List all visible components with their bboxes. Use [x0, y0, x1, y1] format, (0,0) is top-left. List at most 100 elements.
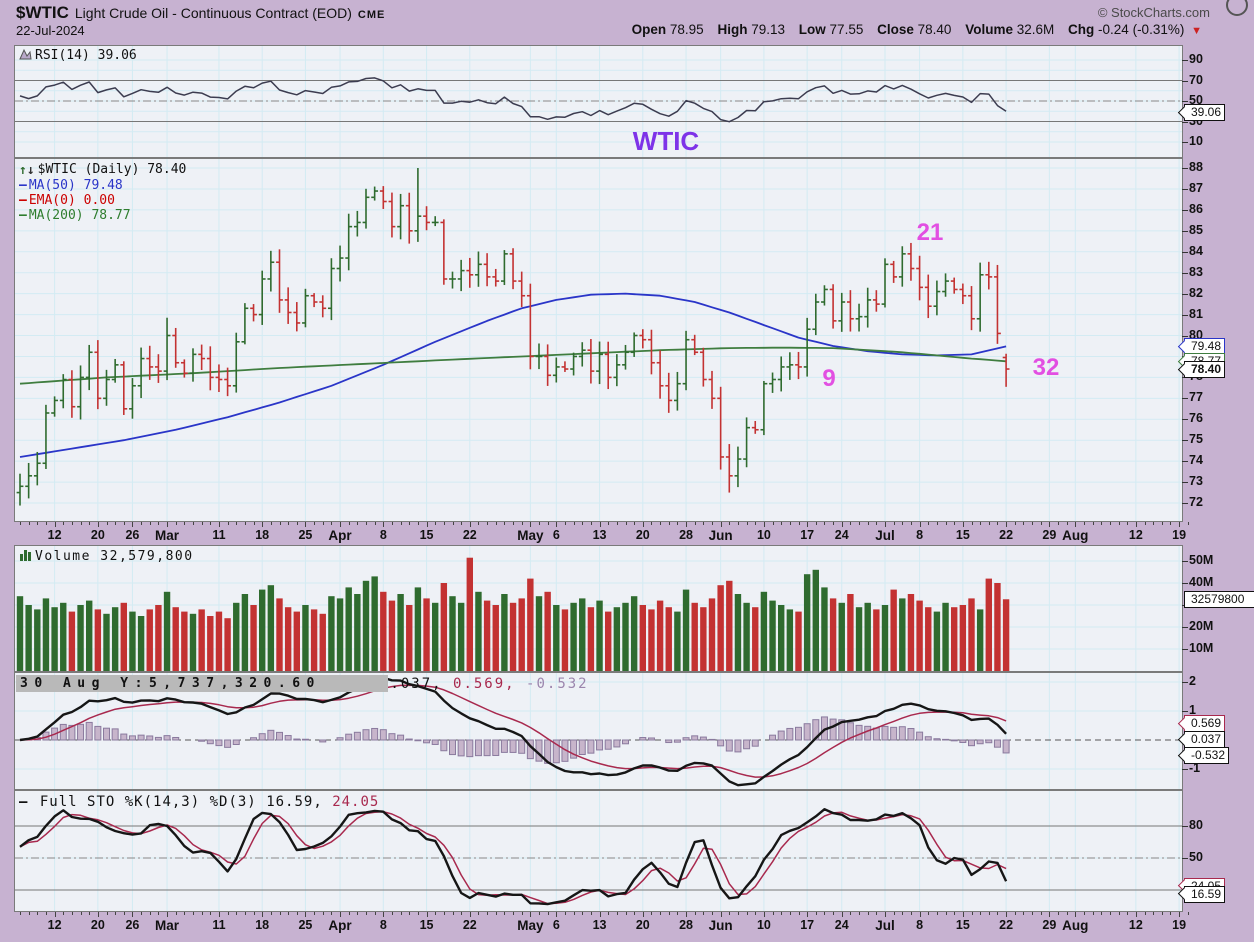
minor-date-tick	[954, 522, 956, 525]
minor-date-tick	[876, 522, 878, 525]
week-date-tick	[720, 522, 722, 527]
ma50-swatch: —	[19, 178, 27, 193]
minor-date-tick	[971, 522, 973, 525]
minor-date-tick	[391, 522, 393, 525]
minor-date-tick	[141, 522, 143, 525]
minor-date-tick	[504, 522, 506, 525]
macd-signal-value: 0.569,	[453, 676, 516, 692]
x-axis-label: 17	[800, 528, 815, 542]
volume-legend-text: Volume 32,579,800	[35, 549, 194, 564]
minor-date-tick	[123, 522, 125, 525]
x-axis-label: 6	[552, 528, 560, 542]
minor-date-tick	[175, 522, 177, 525]
minor-date-tick	[452, 912, 454, 915]
minor-date-tick	[1118, 522, 1120, 525]
exchange-label: CME	[357, 9, 386, 21]
minor-date-tick	[616, 912, 618, 915]
week-date-tick	[962, 522, 964, 527]
minor-date-tick	[28, 912, 30, 915]
minor-date-tick	[910, 912, 912, 915]
x-axis-label: Aug	[1062, 918, 1089, 933]
minor-date-tick	[89, 522, 91, 525]
minor-date-tick	[945, 912, 947, 915]
minor-date-tick	[417, 522, 419, 525]
week-date-tick	[1006, 522, 1008, 527]
x-axis-label: 22	[999, 528, 1014, 542]
minor-date-tick	[331, 912, 333, 915]
week-date-tick	[340, 912, 342, 917]
minor-date-tick	[737, 912, 739, 915]
x-axis-label: 13	[592, 528, 607, 542]
minor-date-tick	[253, 522, 255, 525]
week-date-tick	[262, 522, 264, 527]
y-axis-label: 87	[1182, 180, 1203, 195]
volume-bars-icon	[19, 549, 32, 565]
minor-date-tick	[936, 912, 938, 915]
ma200-legend-text: MA(200) 78.77	[28, 208, 131, 223]
x-axis-label: 6	[552, 918, 560, 932]
minor-date-tick	[443, 522, 445, 525]
minor-date-tick	[1153, 912, 1155, 915]
week-date-tick	[599, 522, 601, 527]
week-date-tick	[885, 522, 886, 527]
axis-callout: 78.40	[1184, 361, 1226, 379]
minor-date-tick	[37, 912, 39, 915]
minor-date-tick	[322, 522, 324, 525]
week-date-tick	[720, 912, 722, 917]
minor-date-tick	[1014, 522, 1016, 525]
open-label: Open	[631, 22, 667, 37]
minor-date-tick	[746, 912, 748, 915]
minor-date-tick	[1101, 912, 1103, 915]
minor-date-tick	[1101, 522, 1103, 525]
week-date-tick	[807, 912, 809, 917]
minor-date-tick	[20, 522, 21, 525]
minor-date-tick	[539, 912, 540, 915]
week-date-tick	[919, 912, 921, 917]
minor-date-tick	[1040, 522, 1042, 525]
minor-date-tick	[1118, 912, 1120, 915]
y-axis-label: 84	[1182, 243, 1203, 258]
x-axis-label: Apr	[328, 528, 352, 543]
week-date-tick	[1075, 522, 1077, 527]
y-axis-label: 10	[1182, 134, 1203, 148]
minor-date-tick	[63, 912, 65, 915]
minor-date-tick	[824, 522, 826, 525]
week-date-tick	[132, 912, 134, 917]
rsi-indicator-icon	[19, 48, 32, 64]
minor-date-tick	[1023, 522, 1025, 525]
minor-date-tick	[660, 522, 662, 525]
x-axis-label: 17	[800, 918, 815, 932]
minor-date-tick	[573, 912, 575, 915]
quote-bar: Open 78.95 High 79.13 Low 77.55 Close 78…	[622, 22, 1202, 37]
minor-date-tick	[746, 522, 748, 525]
minor-date-tick	[1161, 522, 1163, 525]
x-axis-label: May	[517, 528, 544, 543]
minor-date-tick	[1109, 522, 1111, 525]
minor-date-tick	[495, 912, 497, 915]
y-axis-label: 10M	[1181, 641, 1214, 655]
week-date-tick	[167, 522, 169, 527]
sto-d-value: 24.05	[332, 794, 380, 810]
date-axis-bottom: 12 20 26 Mar 11 18 25 Apr 8 15 22 May 6 13 20 28 Jun 10 17…	[14, 912, 1189, 940]
week-date-tick	[919, 522, 921, 527]
week-date-tick	[599, 912, 601, 917]
minor-date-tick	[815, 912, 817, 915]
week-date-tick	[841, 912, 843, 917]
x-axis-label: 24	[834, 528, 849, 542]
week-date-tick	[383, 912, 385, 917]
y-axis-label: 88	[1182, 160, 1203, 174]
minor-date-tick	[833, 912, 835, 915]
y-axis-label: 1	[1182, 703, 1196, 717]
minor-date-tick	[833, 522, 835, 525]
axis-callout: 0.037	[1184, 730, 1226, 748]
y-axis-label: 50M	[1181, 553, 1214, 567]
minor-date-tick	[616, 522, 618, 525]
y-axis-label: 80	[1182, 817, 1203, 832]
y-axis-label: 72	[1182, 495, 1203, 510]
x-axis-label: 22	[462, 528, 477, 542]
minor-date-tick	[625, 522, 627, 525]
minor-date-tick	[521, 522, 523, 525]
minor-date-tick	[1144, 522, 1146, 525]
x-axis-label: 28	[679, 918, 693, 932]
minor-date-tick	[859, 912, 861, 915]
